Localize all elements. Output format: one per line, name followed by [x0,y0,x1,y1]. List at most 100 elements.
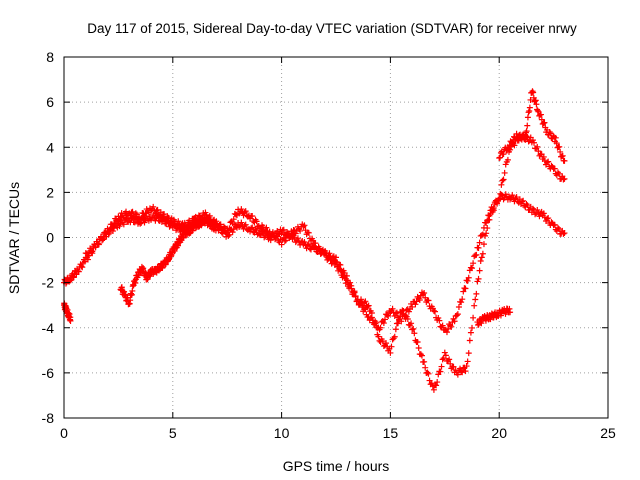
data-point [373,324,380,331]
data-point [253,227,260,234]
data-point [534,143,541,150]
data-point [116,223,123,230]
data-point [304,242,311,249]
data-point [379,338,386,345]
series-track-2 [82,131,568,393]
series-track-3 [117,214,220,308]
data-point [242,221,249,228]
data-point [537,111,544,118]
data-point [480,241,487,248]
data-point [272,236,279,243]
data-point [414,338,421,345]
data-point [520,197,527,204]
data-point [504,156,511,163]
data-point [333,258,339,265]
data-point [305,241,312,248]
data-point [437,368,444,375]
data-point [141,213,148,220]
data-point [385,313,392,320]
data-point [478,320,485,327]
data-point [451,318,458,325]
data-point [472,296,479,303]
data-point [533,101,540,108]
data-point [278,230,285,237]
x-axis-label: GPS time / hours [283,458,390,474]
data-point [457,365,464,372]
data-point [300,223,307,230]
data-point [241,222,248,229]
data-point [81,258,88,265]
data-point [253,218,260,225]
data-point [484,225,491,232]
data-point [467,329,474,336]
data-point [343,277,350,284]
data-point [263,224,270,231]
data-point [477,257,484,264]
data-point [436,317,443,324]
data-point [513,194,520,201]
data-point [496,195,503,202]
data-point [538,116,545,123]
data-point [404,316,411,323]
data-point [381,316,388,323]
data-point [103,231,110,238]
y-tick-label: 2 [46,184,54,200]
y-tick-label: -2 [42,275,55,291]
data-point [249,224,256,231]
data-point [422,364,429,371]
data-points [61,88,568,393]
data-point [478,254,485,261]
data-point [527,96,534,103]
data-point [282,237,289,244]
data-point [450,363,457,370]
data-point [529,205,536,212]
data-point [113,217,120,224]
data-point [67,317,74,324]
data-point [301,222,308,229]
data-point [559,152,566,159]
data-point [509,141,516,148]
data-point [458,299,465,306]
y-tick-label: -6 [42,365,55,381]
data-point [292,230,299,237]
data-point [127,212,134,219]
data-point [470,260,477,267]
data-point [554,224,561,231]
data-point [137,216,144,223]
data-point [342,280,349,287]
data-point [536,213,543,220]
data-point [525,109,532,116]
data-point [225,232,232,239]
data-point [494,200,501,207]
data-point [289,231,296,238]
data-point [175,218,182,225]
data-point [535,108,542,115]
data-point [546,129,553,136]
data-point [466,337,473,344]
data-point [526,104,533,111]
x-tick-label: 20 [491,425,507,441]
data-point [410,325,417,332]
data-point [70,274,77,281]
data-point [529,88,536,95]
data-point [439,322,446,329]
data-point [150,203,157,210]
data-point [88,247,95,254]
data-point [469,324,475,331]
y-tick-label: 6 [46,94,54,110]
data-point [441,349,448,356]
data-point [479,250,486,257]
data-point [177,224,184,231]
data-point [454,371,461,378]
data-point [400,307,407,314]
data-point [541,119,548,126]
data-point [561,157,568,164]
data-point [238,206,245,213]
data-point [473,251,480,258]
data-point [89,248,96,255]
data-point [551,165,558,172]
data-point [413,298,420,305]
data-point [420,291,427,298]
series-track-5 [496,88,568,164]
data-point [556,226,563,233]
